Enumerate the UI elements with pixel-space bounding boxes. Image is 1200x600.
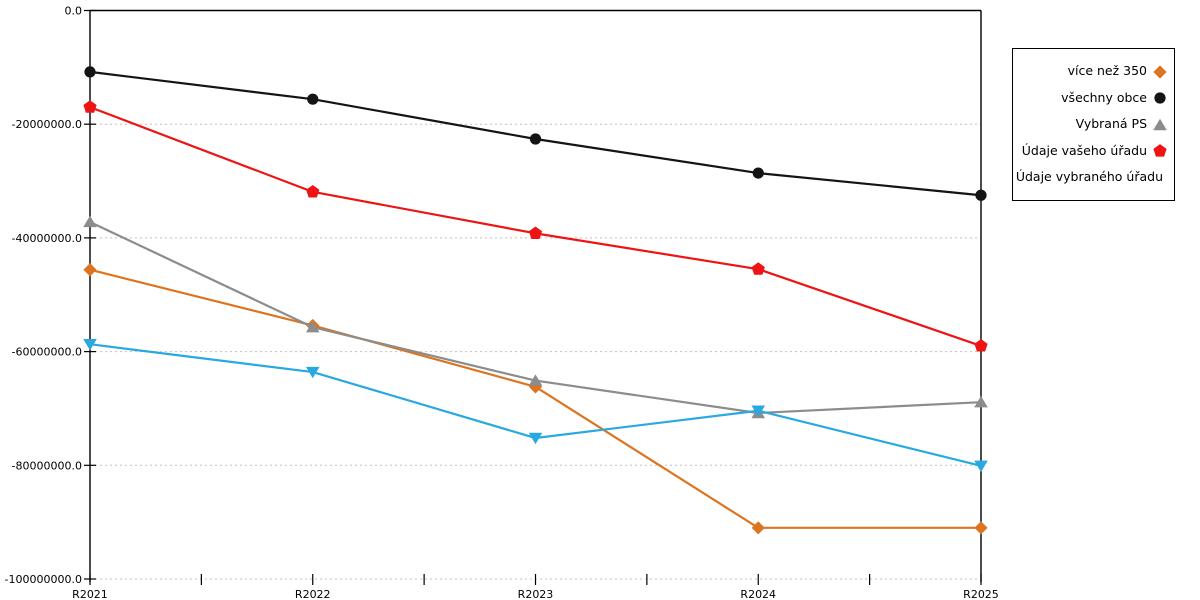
circle-marker-icon [307,93,319,105]
triangle-up-marker-icon [974,395,988,408]
y-axis-tick-label: -100000000.0 [5,573,82,586]
y-axis-tick-label: -20000000.0 [12,118,82,131]
legend-item: Vybraná PS [1017,117,1168,133]
pentagon-marker-icon [83,100,97,113]
pentagon-marker-icon [751,262,765,275]
triangle-down-marker-icon [974,460,988,473]
y-axis-tick-label: 0.0 [65,5,83,18]
circle-marker-icon [529,133,542,145]
series-line [88,268,983,529]
x-axis-tick-label: R2025 [963,588,999,600]
triangle-up-marker-icon [528,374,543,386]
circle-marker-icon [1154,92,1166,104]
legend-item-label: Údaje vybraného úřadu [1015,169,1163,185]
legend-marker [1153,118,1167,130]
legend-item: všechny obce [1017,90,1168,106]
x-axis-tick-label: R2024 [740,588,776,600]
y-axis-tick-label: -40000000.0 [12,232,82,245]
legend-item: Údaje vašeho úřadu [1017,143,1168,159]
legend-item: více než 350 [1017,64,1168,80]
triangle-up-marker-icon [1153,118,1167,130]
series-line [88,343,983,467]
x-axis-tick-label: R2023 [518,588,554,600]
series-5 [83,339,988,473]
diamond-marker-icon [974,521,988,535]
legend-item-label: všechny obce [1061,89,1147,105]
gridlines [90,123,981,580]
triangle-up-marker-icon [83,215,97,228]
pentagon-marker-icon [306,184,320,198]
x-axis-tick-label: R2021 [72,588,108,600]
y-axis-tick-label: -60000000.0 [12,346,82,359]
diamond-marker-icon [1153,64,1167,79]
legend-item: Údaje vybraného úřadu [1015,169,1168,186]
x-axis-tick-label: R2022 [295,588,331,600]
circle-marker-icon [975,189,987,201]
pentagon-marker-icon [1153,144,1167,157]
series-2 [84,66,987,201]
triangle-down-marker-icon [305,366,320,379]
legend-marker [1154,92,1166,104]
legend-item-label: více než 350 [1067,63,1147,79]
diamond-marker-icon [751,521,765,535]
triangle-down-marker-icon [83,339,97,351]
triangle-down-marker-icon [751,405,766,417]
legend-item-label: Vybraná PS [1075,116,1147,132]
series-4 [83,100,988,352]
triangle-up-marker-icon [305,320,320,333]
circle-marker-icon [84,66,96,78]
diamond-marker-icon [83,263,97,277]
legend-marker [1153,144,1167,157]
pentagon-marker-icon [528,226,543,239]
legend: více než 350 všechny obce Vybraná PS Údaje … [1012,48,1175,201]
legend-item-label: Údaje vašeho úřadu [1021,142,1147,158]
y-axis-tick-label: -80000000.0 [12,459,82,472]
pentagon-marker-icon [974,339,988,352]
axes: 0.0 -20000000.0 -40000000.0 -60000000.0 -800… [5,5,999,600]
circle-marker-icon [752,167,764,179]
series-1 [83,263,988,535]
legend-marker [1153,64,1167,79]
triangle-down-marker-icon [528,432,543,445]
